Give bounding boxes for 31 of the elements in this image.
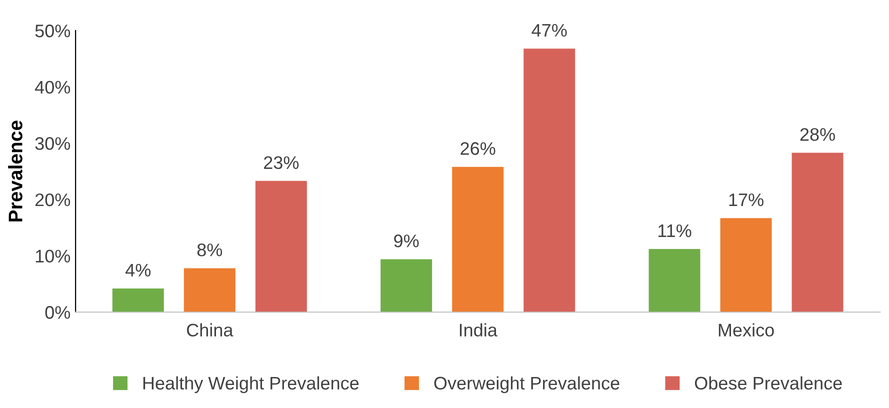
bar [184,268,236,312]
bar [112,288,164,312]
y-tick-label: 50% [35,24,70,38]
legend-label: Healthy Weight Prevalence [143,376,359,394]
bar [524,48,576,312]
y-tick-label: 40% [34,80,70,94]
x-tick-label: China [186,323,234,336]
data-label: 17% [729,193,764,206]
data-label: 26% [460,142,496,155]
data-label: 28% [800,128,835,141]
y-tick-label: 0% [45,306,70,319]
bar [720,218,772,312]
bar [380,259,432,312]
bar [648,249,700,312]
data-label: 23% [264,156,299,170]
bar [452,166,504,312]
y-tick-label: 30% [35,137,70,150]
bar [792,152,844,312]
data-label: 4% [126,264,151,276]
data-label: 9% [394,234,419,248]
x-tick-label: India [460,323,498,336]
y-tick-label: 20% [35,193,70,206]
x-tick-label: Mexico [718,323,774,336]
legend-label: Obese Prevalence [694,376,842,390]
y-axis-title: Prevalence [8,120,22,222]
data-label: 11% [658,224,692,238]
bar [255,180,307,312]
y-tick-label: 10% [36,250,70,263]
legend-label: Overweight Prevalence [434,376,620,394]
data-label: 8% [197,244,222,256]
data-label: 47% [532,24,567,37]
